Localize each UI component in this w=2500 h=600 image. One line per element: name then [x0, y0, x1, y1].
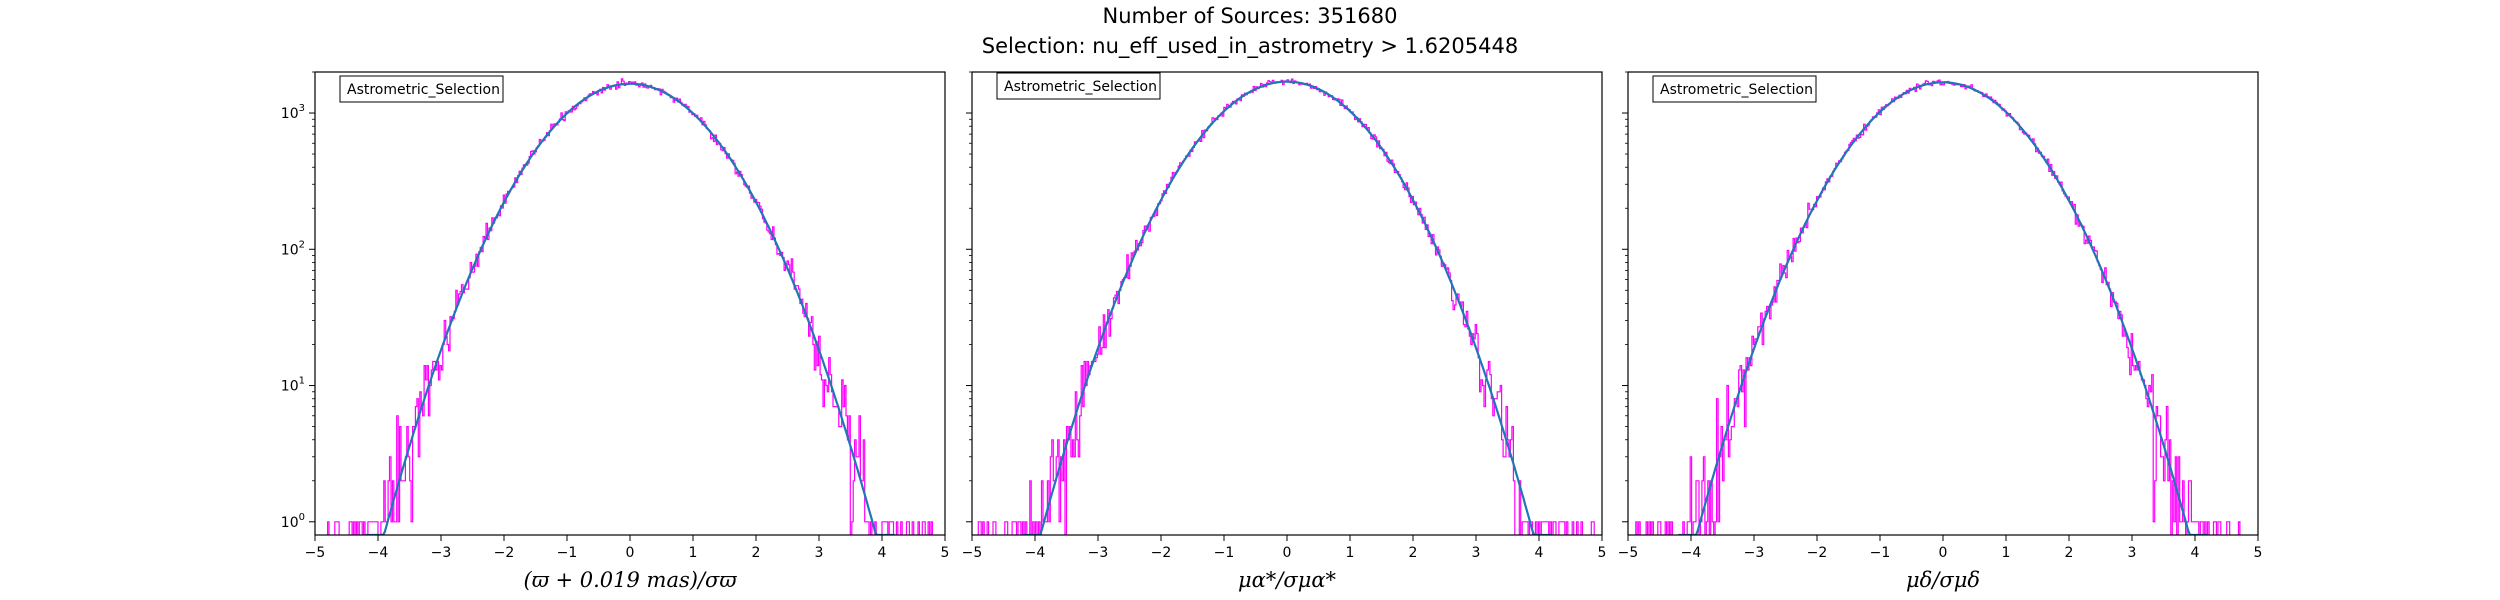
x-tick-label: 1 — [689, 545, 698, 561]
histogram-series — [327, 78, 933, 535]
x-tick-label: 5 — [2254, 545, 2263, 561]
legend-box — [339, 75, 504, 103]
x-tick-label: −4 — [1025, 545, 1046, 561]
y-tick-label-exponent: 1 — [299, 376, 305, 387]
panel-3: −5 −4 −3 −2 −1 0 1 2 3 4 5 μδ/σμδ Astrometric_Select… — [1618, 71, 2263, 592]
x-tick-label: 5 — [941, 545, 950, 561]
plot-area — [1635, 79, 2241, 535]
x-tick-label: −5 — [1618, 545, 1639, 561]
x-tick-label: 2 — [752, 545, 761, 561]
x-axis-label: μδ/σμδ — [1906, 568, 1980, 592]
x-tick-label: −1 — [1214, 545, 1235, 561]
y-tick-label: 102 — [281, 239, 305, 258]
y-tick-label-exponent: 3 — [299, 103, 305, 114]
x-tick-label: 5 — [1598, 545, 1607, 561]
y-tick-label-base: 10 — [281, 379, 299, 395]
gaussian-fit-line — [1678, 81, 2208, 535]
y-tick-label: 100 — [281, 512, 305, 531]
x-tick-label: 4 — [878, 545, 887, 561]
x-tick-label: 1 — [2002, 545, 2011, 561]
legend: Astrometric_Selection — [339, 75, 504, 103]
x-tick-label: 2 — [1409, 545, 1418, 561]
x-tick-label: −2 — [1151, 545, 1172, 561]
x-tick-label: −1 — [1870, 545, 1891, 561]
x-tick-label: 0 — [1939, 545, 1948, 561]
y-tick-label-base: 10 — [281, 106, 299, 122]
legend: Astrometric_Selection — [1652, 75, 1817, 103]
y-tick-label-exponent: 0 — [299, 512, 305, 523]
x-tick-label: −3 — [1088, 545, 1109, 561]
x-tick-label: 2 — [2065, 545, 2074, 561]
x-tick-label: 3 — [1472, 545, 1481, 561]
x-tick-label: −4 — [368, 545, 389, 561]
x-tick-label: 4 — [2191, 545, 2200, 561]
y-tick-label: 101 — [281, 376, 305, 395]
x-tick-label: 0 — [1283, 545, 1292, 561]
y-tick-label-base: 10 — [281, 515, 299, 531]
x-tick-label: 3 — [2128, 545, 2137, 561]
gaussian-fit-line — [1022, 80, 1552, 535]
x-tick-label: −5 — [305, 545, 326, 561]
x-tick-label: 4 — [1535, 545, 1544, 561]
y-tick-label-exponent: 2 — [299, 239, 305, 250]
figure-title-line2: Selection: nu_eff_used_in_astrometry > 1… — [981, 34, 1519, 58]
x-axis-label: μα*/σμα* — [1238, 568, 1337, 592]
y-tick-label: 103 — [281, 103, 305, 122]
x-tick-label: 3 — [815, 545, 824, 561]
x-tick-label: −4 — [1681, 545, 1702, 561]
histogram-series — [1635, 79, 2241, 535]
x-tick-label: 0 — [626, 545, 635, 561]
y-tick-label-base: 10 — [281, 242, 299, 258]
legend: Astrometric_Selection — [996, 72, 1161, 100]
x-tick-label: −5 — [962, 545, 983, 561]
histogram-series — [977, 78, 1595, 535]
plot-area — [327, 78, 933, 535]
panel-2: −5 −4 −3 −2 −1 0 1 2 3 4 5 μα*/σμα* Astrometric_Sele… — [962, 71, 1607, 592]
x-tick-label: 1 — [1346, 545, 1355, 561]
x-tick-label: −3 — [1744, 545, 1765, 561]
x-tick-label: −1 — [557, 545, 578, 561]
legend-box — [1652, 75, 1817, 103]
x-axis-label: (ϖ + 0.019 mas)/σϖ — [524, 568, 738, 592]
figure-title-line1: Number of Sources: 351680 — [1102, 4, 1398, 28]
gaussian-fit-line — [365, 82, 895, 535]
legend-entry: Astrometric_Selection — [1004, 79, 1157, 95]
x-tick-label: −2 — [1807, 545, 1828, 561]
x-tick-label: −2 — [494, 545, 515, 561]
plot-area — [977, 78, 1595, 535]
x-tick-label: −3 — [431, 545, 452, 561]
legend-entry: Astrometric_Selection — [1660, 82, 1813, 98]
legend-entry: Astrometric_Selection — [347, 82, 500, 98]
legend-box — [996, 72, 1161, 100]
